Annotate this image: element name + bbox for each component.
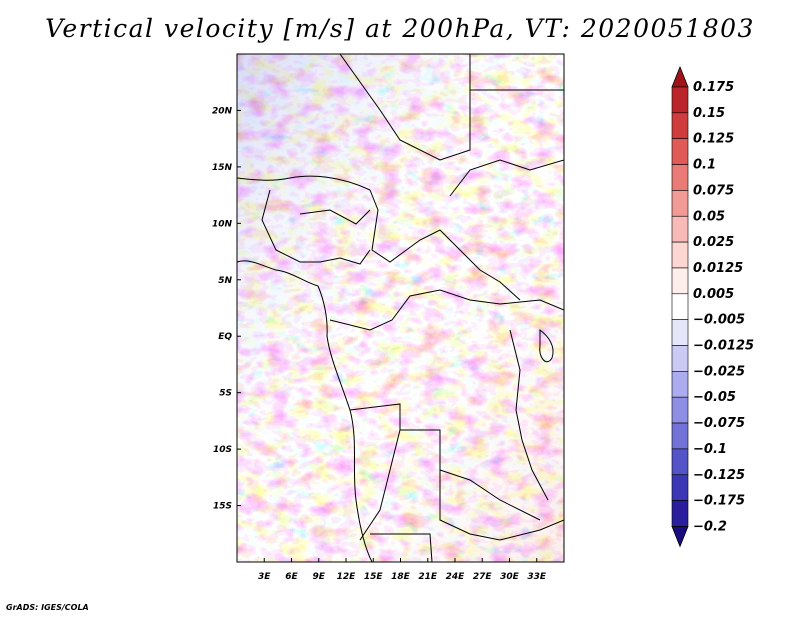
x-tick-label: 6E bbox=[285, 572, 298, 582]
colorbar-bin bbox=[671, 138, 689, 165]
colorbar-bin bbox=[671, 164, 689, 191]
colorbar-bin bbox=[671, 293, 689, 320]
y-tick-label: 5N bbox=[218, 276, 232, 286]
colorbar-label: −0.025 bbox=[693, 364, 745, 379]
x-tick-label: 24E bbox=[446, 572, 466, 582]
colorbar-bin bbox=[671, 500, 689, 527]
colorbar-arrow-top bbox=[671, 65, 689, 88]
colorbar-label: 0.05 bbox=[693, 209, 725, 224]
colorbar-bin bbox=[671, 267, 689, 295]
coastlines bbox=[237, 54, 564, 562]
x-tick-label: 30E bbox=[500, 572, 520, 582]
y-tick-label: 15S bbox=[213, 502, 232, 512]
y-tick-label: 10S bbox=[213, 445, 232, 455]
colorbar-label: −0.125 bbox=[693, 468, 745, 483]
colorbar-label: −0.05 bbox=[693, 390, 736, 405]
colorbar-bin bbox=[671, 86, 689, 114]
colorbar-bin bbox=[671, 422, 689, 450]
x-tick-label: 3E bbox=[258, 572, 271, 582]
colorbar-label: 0.15 bbox=[693, 106, 725, 121]
y-tick-label: 5S bbox=[219, 389, 232, 399]
grads-credit: GrADS: IGES/COLA bbox=[6, 603, 89, 612]
x-tick-label: 21E bbox=[418, 572, 438, 582]
x-tick-label: 15E bbox=[364, 572, 384, 582]
colorbar-label: 0.075 bbox=[693, 183, 734, 198]
y-tick-label: EQ bbox=[218, 332, 232, 342]
colorbar-label: −0.1 bbox=[693, 442, 727, 457]
colorbar-label: −0.0125 bbox=[693, 339, 754, 354]
chart-title: Vertical velocity [m/s] at 200hPa, VT: 2… bbox=[45, 14, 755, 43]
colorbar-bin bbox=[671, 371, 689, 398]
colorbar-bin bbox=[671, 215, 689, 243]
colorbar-bin bbox=[671, 241, 689, 269]
colorbar-label: −0.2 bbox=[693, 519, 727, 534]
y-tick-label: 10N bbox=[212, 219, 233, 229]
y-tick-label: 20N bbox=[212, 106, 233, 116]
colorbar: 0.175 0.15 0.125 0.1 0.075 0.05 0.025 0.0125 0.0… bbox=[671, 65, 754, 548]
colorbar-bin bbox=[671, 112, 689, 139]
colorbar-label: −0.075 bbox=[693, 416, 745, 431]
x-tick-label: 18E bbox=[391, 572, 411, 582]
x-tick-label: 33E bbox=[527, 572, 547, 582]
colorbar-label: 0.0125 bbox=[693, 261, 743, 276]
colorbar-label: 0.025 bbox=[693, 235, 734, 250]
colorbar-label: 0.005 bbox=[693, 287, 734, 302]
colorbar-label: 0.125 bbox=[693, 132, 734, 147]
colorbar-bin bbox=[671, 448, 689, 476]
x-tick-label: 27E bbox=[473, 572, 493, 582]
colorbar-label: −0.005 bbox=[693, 313, 745, 328]
colorbar-arrow-bottom bbox=[671, 526, 689, 548]
colorbar-bin bbox=[671, 474, 689, 501]
x-axis: 3E 6E 9E 12E 15E 18E 21E 24E 27E 30E 33E bbox=[258, 558, 547, 582]
x-tick-label: 9E bbox=[313, 572, 326, 582]
colorbar-bin bbox=[671, 190, 689, 217]
colorbar-bin bbox=[671, 345, 689, 372]
velocity-field bbox=[237, 54, 564, 562]
colorbar-label: −0.175 bbox=[693, 494, 745, 509]
y-tick-label: 15N bbox=[212, 163, 233, 173]
colorbar-label: 0.1 bbox=[693, 158, 716, 173]
colorbar-label: 0.175 bbox=[693, 80, 734, 95]
colorbar-bin bbox=[671, 319, 689, 346]
y-axis: 20N 15N 10N 5N EQ 5S 10S 15S bbox=[212, 106, 241, 512]
colorbar-bin bbox=[671, 396, 689, 424]
x-tick-label: 12E bbox=[337, 572, 357, 582]
